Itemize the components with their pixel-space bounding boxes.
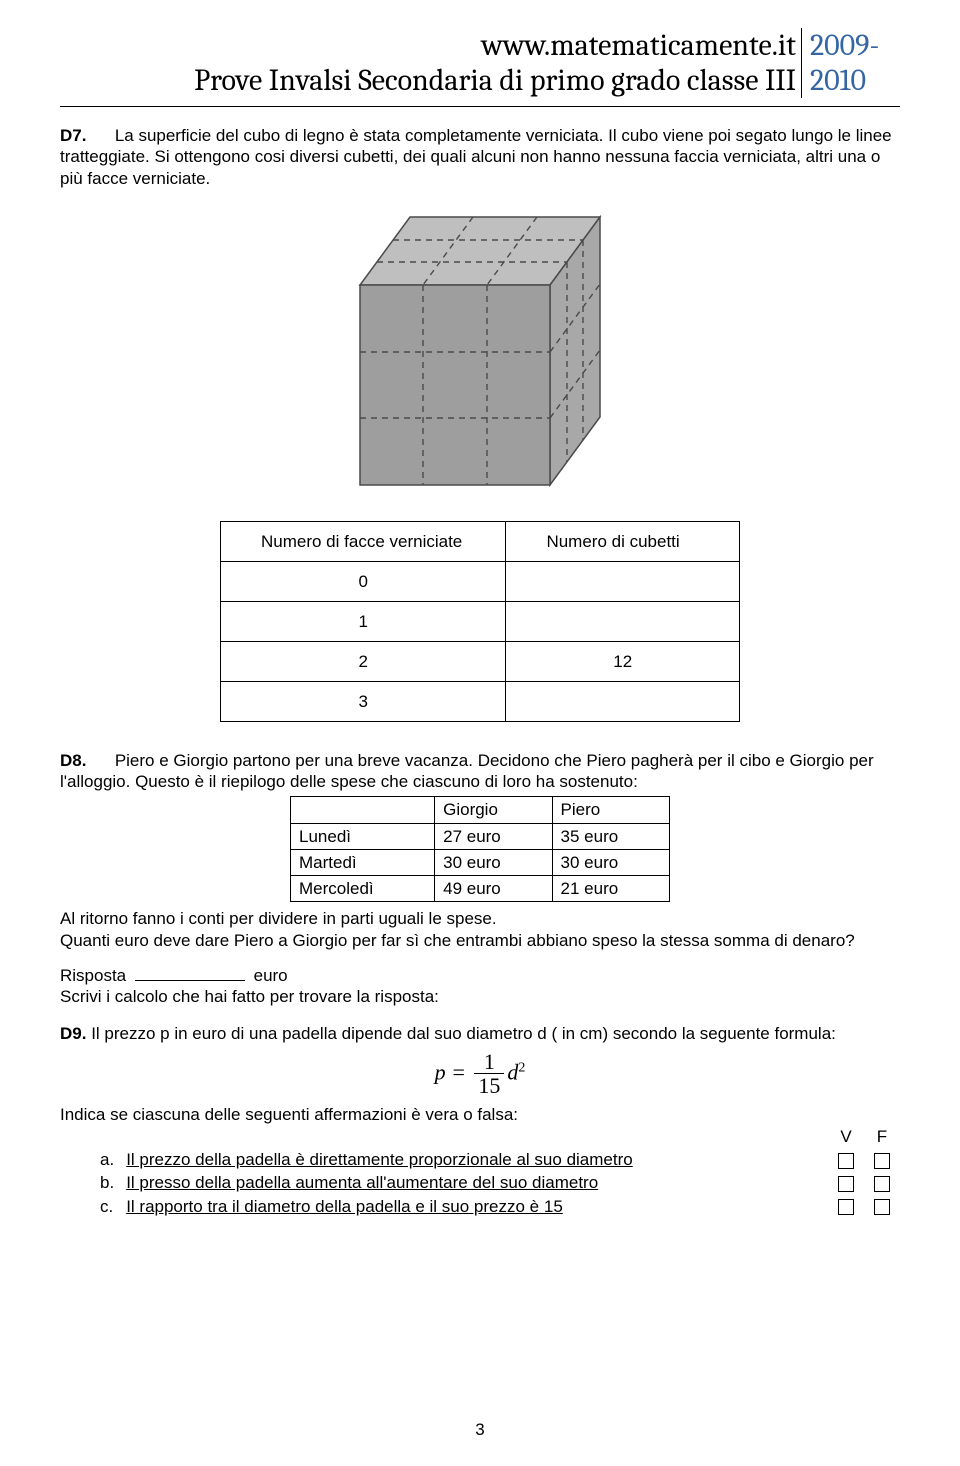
d8-scrivi: Scrivi i calcolo che hai fatto per trova… [60,986,900,1007]
d8-cell: 21 euro [552,876,669,902]
d7-cell: 1 [221,601,506,641]
d8-after2: Quanti euro deve dare Piero a Giorgio pe… [60,930,900,951]
header-year1: 2009- [810,28,900,63]
fraction-den: 15 [474,1074,504,1098]
d8-cell: Martedì [291,849,435,875]
page-header: www.matematicamente.it 2009- Prove Inval… [60,0,900,107]
d7-th1: Numero di facce verniciate [221,521,506,561]
header-divider [801,28,803,98]
d8-intro: Piero e Giorgio partono per una breve va… [60,751,874,791]
d8-cell: 30 euro [552,849,669,875]
d7-table: Numero di facce verniciate Numero di cub… [220,521,740,722]
table-row: Martedì 30 euro 30 euro [291,849,670,875]
checkbox-f[interactable] [874,1176,890,1192]
risposta-unit: euro [254,966,288,985]
checkbox-v[interactable] [838,1153,854,1169]
checkbox-v[interactable] [838,1176,854,1192]
item-letter: a. [60,1148,120,1171]
d8-cell: 49 euro [435,876,552,902]
d8-cell: 30 euro [435,849,552,875]
table-row: 1 [221,601,740,641]
d7-cell[interactable] [506,561,740,601]
d7-cell: 3 [221,681,506,721]
table-row: V F [60,1125,900,1148]
fraction: 1 15 [474,1051,504,1098]
d8-cell: Mercoledì [291,876,435,902]
empty-cell [60,1125,120,1148]
header-year2: 2010 [810,63,900,98]
d9-paragraph: D9. Il prezzo p in euro di una padella d… [60,1023,900,1044]
d9-indicate: Indica se ciascuna delle seguenti afferm… [60,1104,900,1125]
d8-th: Piero [552,797,669,823]
d7-cell: 2 [221,641,506,681]
d8-th: Giorgio [435,797,552,823]
d8-cell: 35 euro [552,823,669,849]
table-row: b. Il presso della padella aumenta all'a… [60,1171,900,1194]
checkbox-v[interactable] [838,1199,854,1215]
risposta-label: Risposta [60,966,126,985]
head-f: F [864,1125,900,1148]
d8-risposta-line: Risposta euro [60,965,900,986]
table-row: 3 [221,681,740,721]
d7-cell[interactable] [506,681,740,721]
table-row: c. Il rapporto tra il diametro della pad… [60,1195,900,1218]
d9-text: Il prezzo p in euro di una padella dipen… [91,1024,836,1043]
d9-table: V F a. Il prezzo della padella è diretta… [60,1125,900,1218]
formula-d: d [507,1059,518,1084]
item-letter: b. [60,1171,120,1194]
item-statement: Il prezzo della padella è direttamente p… [120,1148,828,1171]
d8-th [291,797,435,823]
cube-icon [320,207,640,497]
item-statement: Il rapporto tra il diametro della padell… [120,1195,828,1218]
item-letter: c. [60,1195,120,1218]
answer-blank[interactable] [135,967,245,981]
formula-exp: 2 [518,1060,525,1075]
d7-cell: 12 [506,641,740,681]
checkbox-f[interactable] [874,1199,890,1215]
header-site: www.matematicamente.it [481,28,796,63]
table-row: a. Il prezzo della padella è direttament… [60,1148,900,1171]
empty-cell [120,1125,828,1148]
page-content: D7. La superficie del cubo di legno è st… [60,107,900,1218]
formula-left: p = [435,1059,466,1084]
page-number: 3 [0,1420,960,1440]
d8-after1: Al ritorno fanno i conti per dividere in… [60,908,900,929]
d8-paragraph: D8. Piero e Giorgio partono per una brev… [60,750,900,793]
d9-formula: p = 1 15 d2 [60,1051,900,1098]
table-row: 0 [221,561,740,601]
table-row: 2 12 [221,641,740,681]
d7-paragraph: D7. La superficie del cubo di legno è st… [60,125,900,189]
d7-th2: Numero di cubetti [506,521,740,561]
fraction-num: 1 [474,1051,504,1074]
d7-text: La superficie del cubo di legno è stata … [60,126,892,188]
table-row: Numero di facce verniciate Numero di cub… [221,521,740,561]
cube-figure [60,207,900,497]
checkbox-f[interactable] [874,1153,890,1169]
d7-label: D7. [60,126,86,145]
table-row: Giorgio Piero [291,797,670,823]
d8-label: D8. [60,751,86,770]
table-row: Lunedì 27 euro 35 euro [291,823,670,849]
d7-cell[interactable] [506,601,740,641]
header-title: Prove Invalsi Secondaria di primo grado … [194,63,796,98]
d8-table: Giorgio Piero Lunedì 27 euro 35 euro Mar… [290,796,670,902]
item-statement: Il presso della padella aumenta all'aume… [120,1171,828,1194]
d8-cell: Lunedì [291,823,435,849]
table-row: Mercoledì 49 euro 21 euro [291,876,670,902]
d8-cell: 27 euro [435,823,552,849]
d7-cell: 0 [221,561,506,601]
head-v: V [828,1125,864,1148]
d9-label: D9. [60,1024,86,1043]
